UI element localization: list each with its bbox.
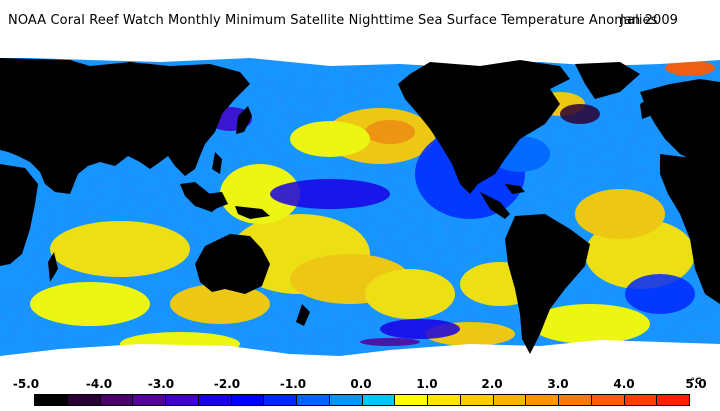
land-se-asia [180,182,222,212]
colorbar-swatch [591,395,625,405]
colorbar-swatch [460,395,494,405]
title-date: Jan 2009 [620,13,679,28]
legend-label: -5.0 [12,377,40,391]
colorbar-swatch [362,395,396,405]
colorbar-swatch [526,395,559,405]
colorbar-swatch [67,395,101,405]
colorbar [34,394,690,406]
land-south-america [505,214,590,354]
land-madagascar [48,252,58,282]
land-europe [640,79,720,174]
land-africa-west [660,154,720,304]
legend-unit: °C [690,377,702,387]
legend-label: 2.0 [481,377,503,391]
land-africa-east [0,164,38,266]
land-eurasia-west [0,58,250,194]
legend-label: 1.0 [416,377,438,391]
land-masses [0,58,720,354]
colorbar-swatch [395,395,428,405]
legend-label-max-value: 5.0 [685,377,707,391]
legend-label: -3.0 [147,377,175,391]
legend-label: 0.0 [350,377,372,391]
colorbar-swatch [231,395,265,405]
colorbar-swatch [198,395,232,405]
land-central-america [480,192,510,219]
colorbar-swatch [329,395,363,405]
sst-anomaly-map [0,44,720,374]
legend-label: 3.0 [547,377,569,391]
colorbar-swatch [624,395,658,405]
legend-labels: -5.0 -4.0 -3.0 -2.0 -1.0 0.0 1.0 2.0 3.0… [0,377,720,393]
land-japan [236,106,252,134]
land-borneo [205,192,228,209]
colorbar-swatch [100,395,134,405]
antarctic-ice [0,340,720,374]
colorbar-swatch [35,395,68,405]
land-philippines [212,152,222,174]
land-uk [640,99,650,119]
legend-label: -4.0 [85,377,113,391]
colorbar-swatch [166,395,199,405]
colorbar-swatch [133,395,166,405]
land-caribbean [505,184,525,194]
map-title: NOAA Coral Reef Watch Monthly Minimum Sa… [8,13,678,28]
legend-label: -2.0 [213,377,241,391]
land-greenland [575,62,640,99]
land-australia [195,234,270,294]
colorbar-swatch [264,395,297,405]
colorbar-swatch [559,395,592,405]
land-new-zealand [296,304,310,326]
colorbar-swatch [428,395,461,405]
legend-label: 4.0 [613,377,635,391]
colorbar-swatch [493,395,527,405]
title-text: NOAA Coral Reef Watch Monthly Minimum Sa… [8,13,658,28]
colorbar-swatch [297,395,330,405]
colorbar-swatch [657,395,689,405]
land-north-america [398,60,570,194]
arctic-ice [0,44,720,68]
land-new-guinea [235,206,270,219]
legend-label: -1.0 [279,377,307,391]
